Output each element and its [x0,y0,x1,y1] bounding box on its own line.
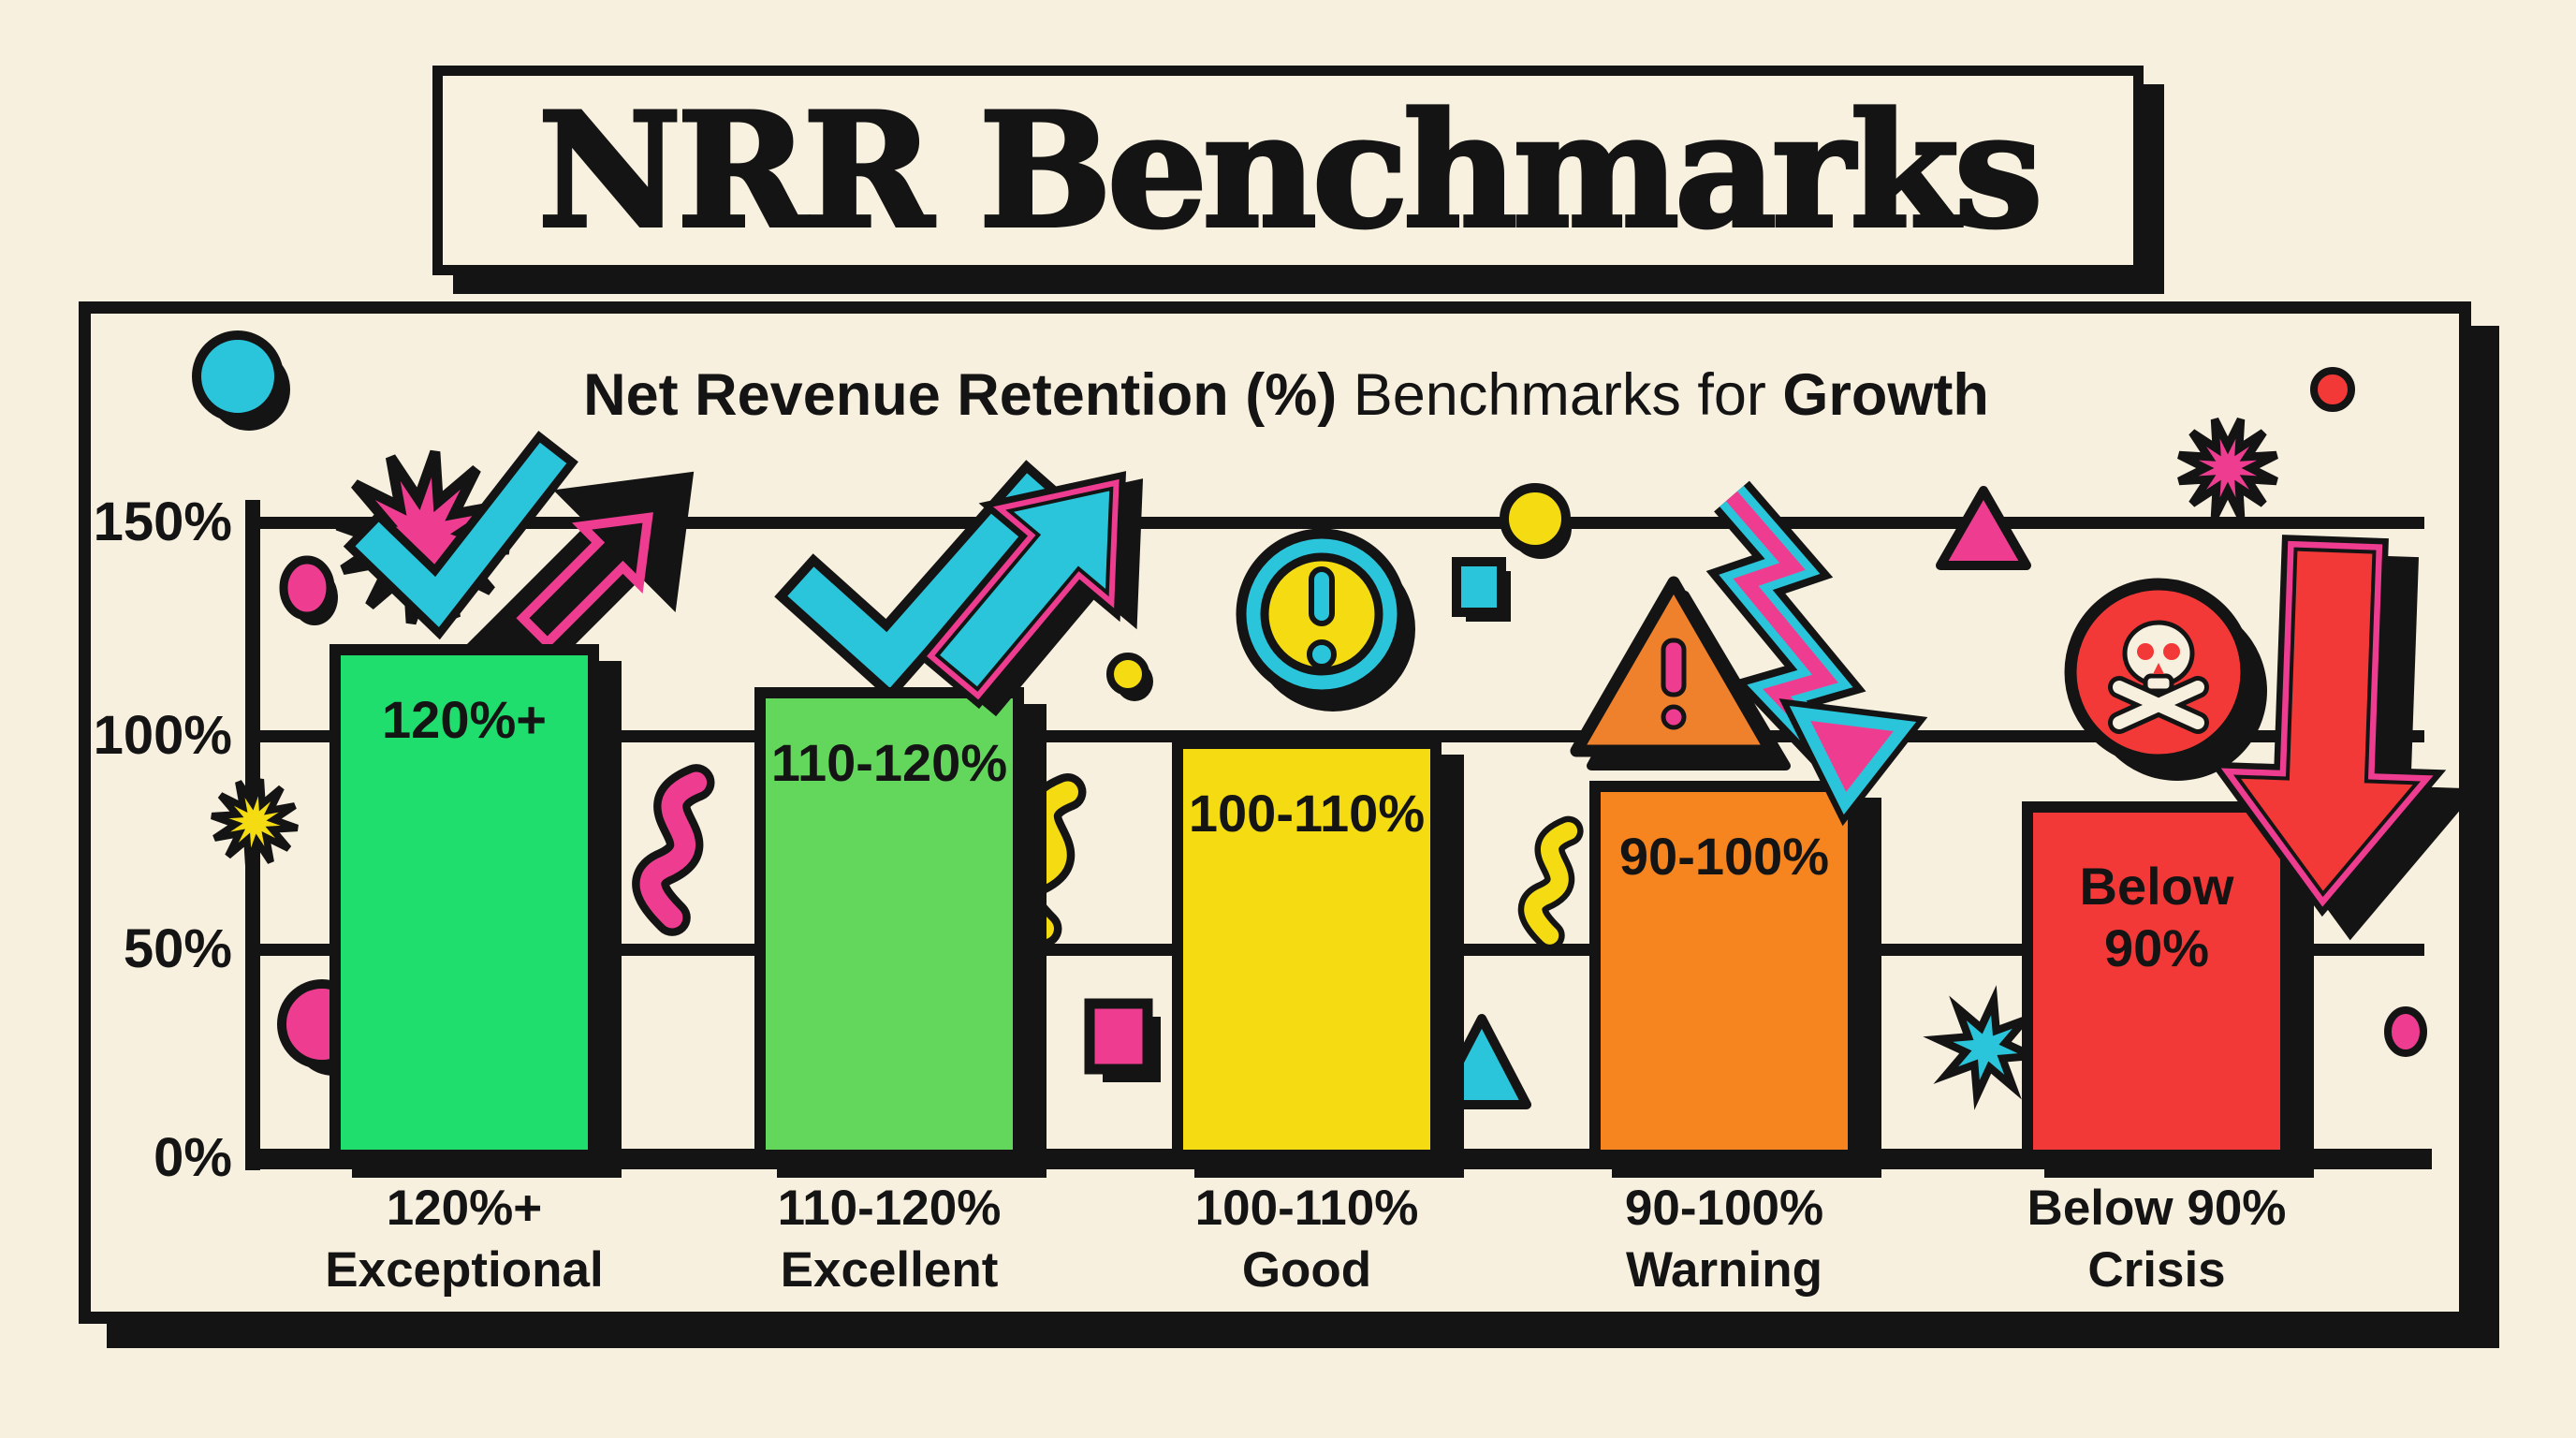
bar-value-label: 100-110% [1188,784,1426,843]
x-tick-tier: Good [1241,1242,1372,1298]
pink-triangle-icon [1936,486,2031,570]
x-tick-exceptional: 120%+ Exceptional [258,1178,670,1301]
cyan-checkmark-icon [343,431,578,640]
yellow-starburst-icon [211,778,299,866]
x-tick-crisis: Below 90% Crisis [1951,1178,2363,1301]
x-tick-warning: 90-100% Warning [1518,1178,1930,1301]
x-tick-tier: Excellent [780,1242,999,1298]
cyan-checkmark-icon [774,460,1070,701]
bar-value-label: 90-100% [1618,827,1830,886]
yellow-squiggle-icon [1003,773,1087,947]
red-dot-icon [2310,367,2355,412]
x-tick-range: Below 90% [2027,1181,2287,1236]
pink-squiggle-icon [632,764,715,936]
title-box: NRR Benchmarks [432,66,2144,275]
cyan-circle-icon [192,330,290,431]
y-tick-150: 150% [93,492,232,552]
x-tick-range: 110-120% [777,1181,1002,1236]
bar-exceptional: 120%+ [329,644,599,1161]
x-tick-excellent: 110-120% Excellent [683,1178,1095,1301]
skull-crossbones-badge-icon [2064,578,2267,781]
alert-circle-icon [1236,528,1415,712]
y-tick-0: 0% [154,1127,232,1188]
gridline-150 [255,517,2424,529]
yellow-dot-icon [1106,653,1153,701]
pink-square-icon [1084,998,1161,1082]
y-tick-50: 50% [123,918,232,979]
x-tick-tier: Crisis [2087,1242,2226,1298]
x-tick-range: 100-110% [1194,1181,1419,1236]
pink-dot-icon [2384,1006,2427,1057]
cyan-starburst-icon [1923,985,2048,1110]
cyan-square-icon [1452,557,1511,622]
yellow-circle-icon [1500,483,1572,559]
x-tick-tier: Warning [1625,1242,1822,1298]
chart-subtitle: Net Revenue Retention (%) Benchmarks for… [350,361,2222,429]
subtitle-emphasis-2: Growth [1782,362,1989,428]
cyan-triangle-icon [1432,1014,1531,1109]
pink-ellipse-icon [279,555,338,625]
pink-starburst-icon [2177,418,2278,519]
subtitle-emphasis: Net Revenue Retention (%) [583,362,1338,428]
bar-crisis: Below 90% [2022,801,2291,1161]
bar-excellent: 110-120% [754,687,1024,1161]
red-crash-arrow-icon [2208,535,2479,941]
x-tick-good: 100-110% Good [1101,1178,1513,1301]
bar-value-label: 120%+ [382,690,547,749]
x-tick-tier: Exceptional [325,1242,604,1298]
subtitle-regular: Benchmarks for [1337,362,1783,428]
bar-value-label: Below 90% [2079,857,2234,977]
bar-value-label: 110-120% [770,733,1008,792]
bar-warning: 90-100% [1589,781,1859,1161]
yellow-squiggle-icon [1517,815,1584,951]
x-tick-range: 120%+ [386,1181,543,1236]
x-tick-range: 90-100% [1624,1181,1824,1236]
downtrend-zigzag-arrow-icon [1705,480,1928,827]
cyan-growth-arrow-icon [917,471,1144,717]
page-title: NRR Benchmarks [536,76,2045,265]
y-tick-100: 100% [93,705,232,766]
bar-good: 100-110% [1172,738,1442,1161]
